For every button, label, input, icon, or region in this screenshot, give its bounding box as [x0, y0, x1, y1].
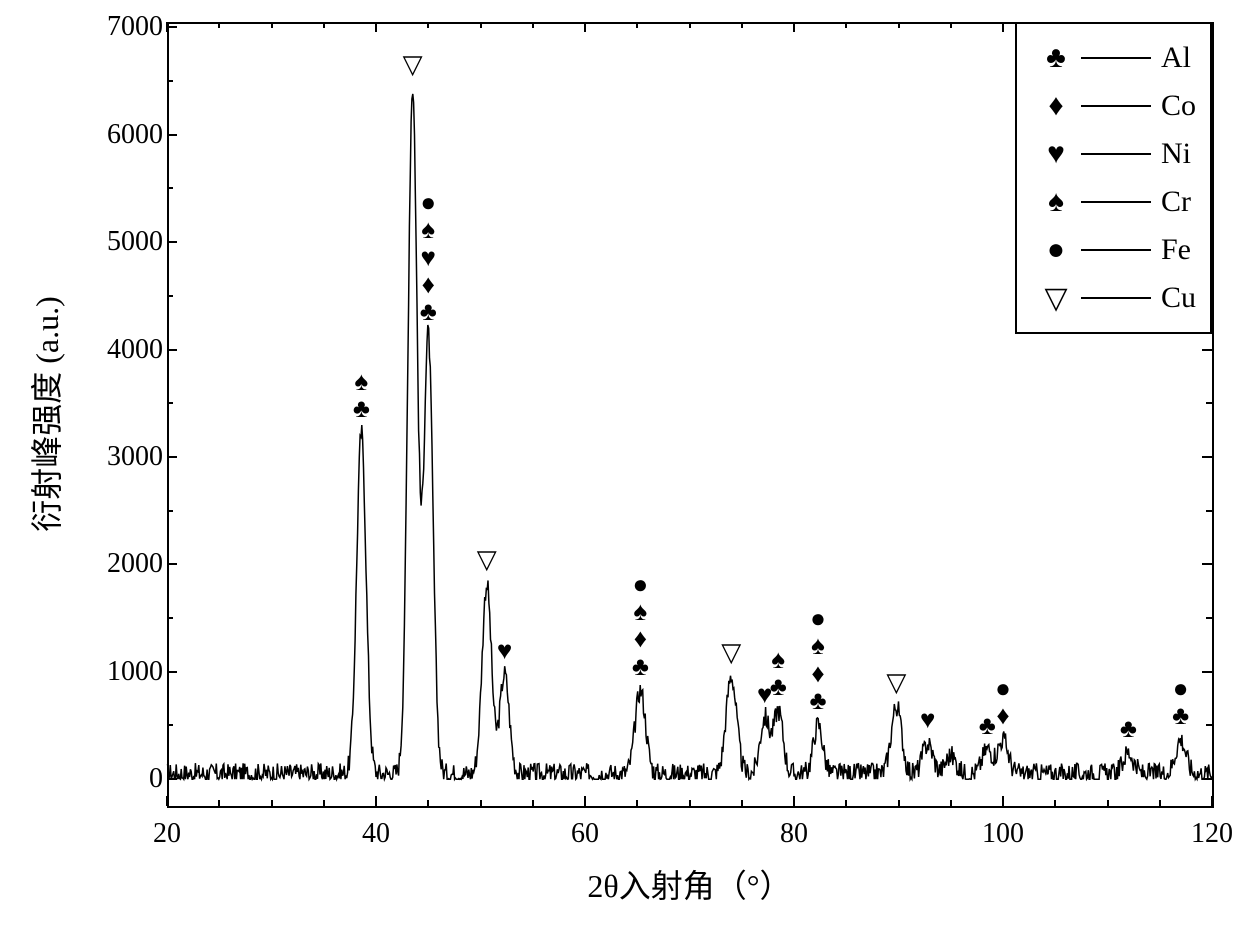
peak-marker: ♥	[920, 706, 935, 733]
peak-marker: ♣	[1120, 715, 1137, 742]
legend-item: ● Fe	[1031, 226, 1196, 274]
y-tick-label: 5000	[97, 226, 163, 258]
peak-marker: ♥	[497, 637, 512, 664]
club-icon: ♣	[1031, 41, 1081, 75]
legend-line-sample	[1081, 201, 1151, 203]
x-tick-label: 100	[982, 818, 1024, 850]
legend-line-sample	[1081, 57, 1151, 59]
legend-item: ♠ Cr	[1031, 178, 1196, 226]
legend-item: ♦ Co	[1031, 82, 1196, 130]
legend-line-sample	[1081, 249, 1151, 251]
legend: ♣ Al ♦ Co ♥ Ni ♠ Cr ● Fe ▽ Cu	[1015, 22, 1212, 334]
y-axis-title: 衍射峰强度 (a.u.)	[22, 296, 68, 532]
peak-marker: ▽	[477, 546, 497, 573]
legend-label: Al	[1161, 41, 1191, 75]
legend-item: ♥ Ni	[1031, 130, 1196, 178]
peak-marker: ●♣	[1172, 675, 1189, 730]
diamond-icon: ♦	[1031, 89, 1081, 123]
peak-marker: ♣	[979, 712, 996, 739]
peak-marker: ●♦	[995, 675, 1011, 730]
legend-label: Fe	[1161, 233, 1191, 267]
legend-line-sample	[1081, 297, 1151, 299]
x-tick-label: 20	[153, 818, 181, 850]
peak-marker: ♠♣	[770, 646, 787, 701]
peak-marker: ●♠♥♦♣	[420, 189, 437, 325]
peak-marker: ▽	[403, 51, 423, 78]
x-axis-line	[167, 806, 1212, 808]
legend-item: ♣ Al	[1031, 34, 1196, 82]
legend-label: Co	[1161, 89, 1196, 123]
y-tick-label: 1000	[97, 656, 163, 688]
legend-label: Cu	[1161, 281, 1196, 315]
x-tick-label: 80	[780, 818, 808, 850]
peak-marker: ▽	[721, 639, 741, 666]
spade-icon: ♠	[1031, 185, 1081, 219]
triangle-icon: ▽	[1031, 281, 1081, 316]
legend-label: Ni	[1161, 137, 1191, 171]
xrd-chart: ♠♣▽●♠♥♦♣▽♥●♠♦♣▽♥♠♣●♠♦♣▽♥♣●♦♣●♣ 204060801…	[0, 0, 1240, 929]
x-tick-label: 40	[362, 818, 390, 850]
legend-line-sample	[1081, 153, 1151, 155]
y-tick-label: 2000	[97, 548, 163, 580]
peak-marker: ●♠♦♣	[632, 571, 649, 680]
x-tick-label: 60	[571, 818, 599, 850]
x-axis-title: 2θ入射角（°）	[587, 861, 791, 907]
y-axis-line	[167, 22, 169, 808]
heart-icon: ♥	[1031, 137, 1081, 171]
y-tick-label: 7000	[97, 11, 163, 43]
peak-marker: ♠♣	[353, 368, 370, 423]
y-tick-label: 4000	[97, 334, 163, 366]
y-tick-label: 3000	[97, 441, 163, 473]
x-tick-label: 120	[1191, 818, 1233, 850]
legend-line-sample	[1081, 105, 1151, 107]
legend-item: ▽ Cu	[1031, 274, 1196, 322]
peak-marker: ▽	[886, 669, 906, 696]
right-axis-line	[1212, 22, 1214, 808]
circle-icon: ●	[1031, 233, 1081, 267]
legend-label: Cr	[1161, 185, 1191, 219]
y-tick-label: 0	[139, 763, 163, 795]
peak-marker: ●♠♦♣	[810, 605, 827, 714]
y-tick-label: 6000	[97, 119, 163, 151]
